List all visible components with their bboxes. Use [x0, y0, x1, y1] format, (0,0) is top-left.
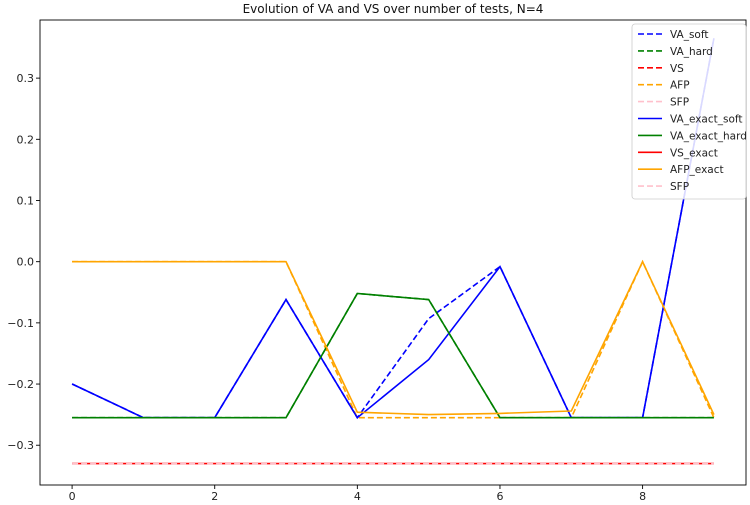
chart-title: Evolution of VA and VS over number of te… — [243, 2, 544, 16]
x-tick-label: 6 — [496, 490, 503, 503]
legend-label: VA_hard — [670, 46, 713, 58]
y-tick-label: 0.1 — [17, 194, 35, 207]
y-tick-label: −0.3 — [7, 439, 34, 452]
y-tick-label: 0.3 — [17, 72, 35, 85]
legend-label: VA_exact_soft — [670, 114, 743, 126]
plot-frame — [39, 19, 747, 486]
series-line-va-soft — [71, 38, 715, 420]
y-tick-label: −0.1 — [7, 317, 34, 330]
x-tick-label: 8 — [639, 490, 646, 503]
legend-label: VA_exact_hard — [670, 130, 747, 142]
series-line-va-exact-soft — [71, 38, 715, 419]
series-line-va-exact-hard — [72, 292, 714, 419]
x-tick-label: 4 — [354, 490, 361, 503]
legend-label: SFP — [670, 181, 689, 193]
x-tick-label: 0 — [69, 490, 76, 503]
legend-label: VS_exact — [670, 147, 718, 159]
axes-layer: 0 2 4 6 8 −0.3 −0.2 −0.1 0.0 0.1 0.2 0.3 — [7, 19, 747, 503]
legend: VA_soft VA_hard VS AFP SFP VA_exact_soft VA_ex… — [631, 23, 747, 200]
legend-label: AFP — [670, 80, 690, 92]
legend-label: VS — [670, 63, 684, 75]
series-layer — [71, 38, 715, 465]
legend-label: VA_soft — [670, 29, 708, 41]
y-tick-label: −0.2 — [7, 378, 34, 391]
y-tick-label: 0.2 — [17, 133, 35, 146]
series-line-afp — [72, 259, 715, 419]
legend-label: AFP_exact — [670, 164, 724, 176]
legend-label: SFP — [670, 97, 689, 109]
series-line-afp-exact — [72, 259, 715, 416]
y-tick-label: 0.0 — [17, 256, 35, 269]
x-tick-label: 2 — [211, 490, 218, 503]
